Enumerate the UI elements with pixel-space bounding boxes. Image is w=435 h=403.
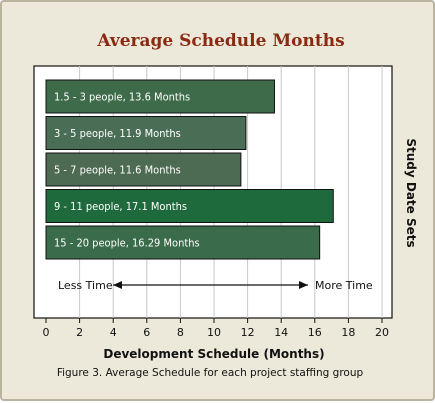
- x-tick-label: 10: [207, 326, 221, 339]
- y-axis-label: Study Date Sets: [404, 138, 418, 247]
- bar: [45, 79, 275, 114]
- x-axis-label: Development Schedule (Months): [103, 347, 324, 361]
- arrow-right-label: More Time: [315, 279, 373, 292]
- x-tick-label: 16: [308, 326, 322, 339]
- x-tick-label: 18: [341, 326, 355, 339]
- arrow-right-head: [299, 281, 308, 289]
- bar-label: 5 - 7 people, 11.6 Months: [54, 164, 181, 177]
- bar: [45, 116, 247, 150]
- bar-label: 1.5 - 3 people, 13.6 Months: [54, 91, 190, 104]
- bar-label: 9 - 11 people, 17.1 Months: [54, 200, 187, 213]
- x-tick-label: 6: [143, 326, 150, 339]
- x-tick-label: 4: [110, 326, 117, 339]
- arrow-left-label: Less Time: [58, 279, 113, 292]
- x-tick-label: 14: [274, 326, 288, 339]
- x-tick-label: 8: [177, 326, 184, 339]
- arrow-left-head: [113, 281, 122, 289]
- time-arrow: Less Time More Time: [58, 279, 373, 292]
- bar: [45, 189, 334, 223]
- x-tick-label: 2: [76, 326, 83, 339]
- x-axis-ticks: 0 2 4 6 8 10 12 14 16 18 20: [43, 318, 389, 339]
- bar-label: 15 - 20 people, 16.29 Months: [54, 237, 200, 250]
- x-tick-label: 0: [43, 326, 50, 339]
- bars: [45, 79, 334, 260]
- bar-label: 3 - 5 people, 11.9 Months: [54, 127, 181, 140]
- x-tick-label: 20: [375, 326, 389, 339]
- bar-labels: 1.5 - 3 people, 13.6 Months 3 - 5 people,…: [54, 91, 200, 250]
- bar: [45, 152, 242, 187]
- figure-caption: Figure 3. Average Schedule for each proj…: [57, 367, 364, 379]
- bar: [45, 225, 321, 260]
- chart-title: Average Schedule Months: [96, 31, 344, 51]
- x-tick-label: 12: [241, 326, 255, 339]
